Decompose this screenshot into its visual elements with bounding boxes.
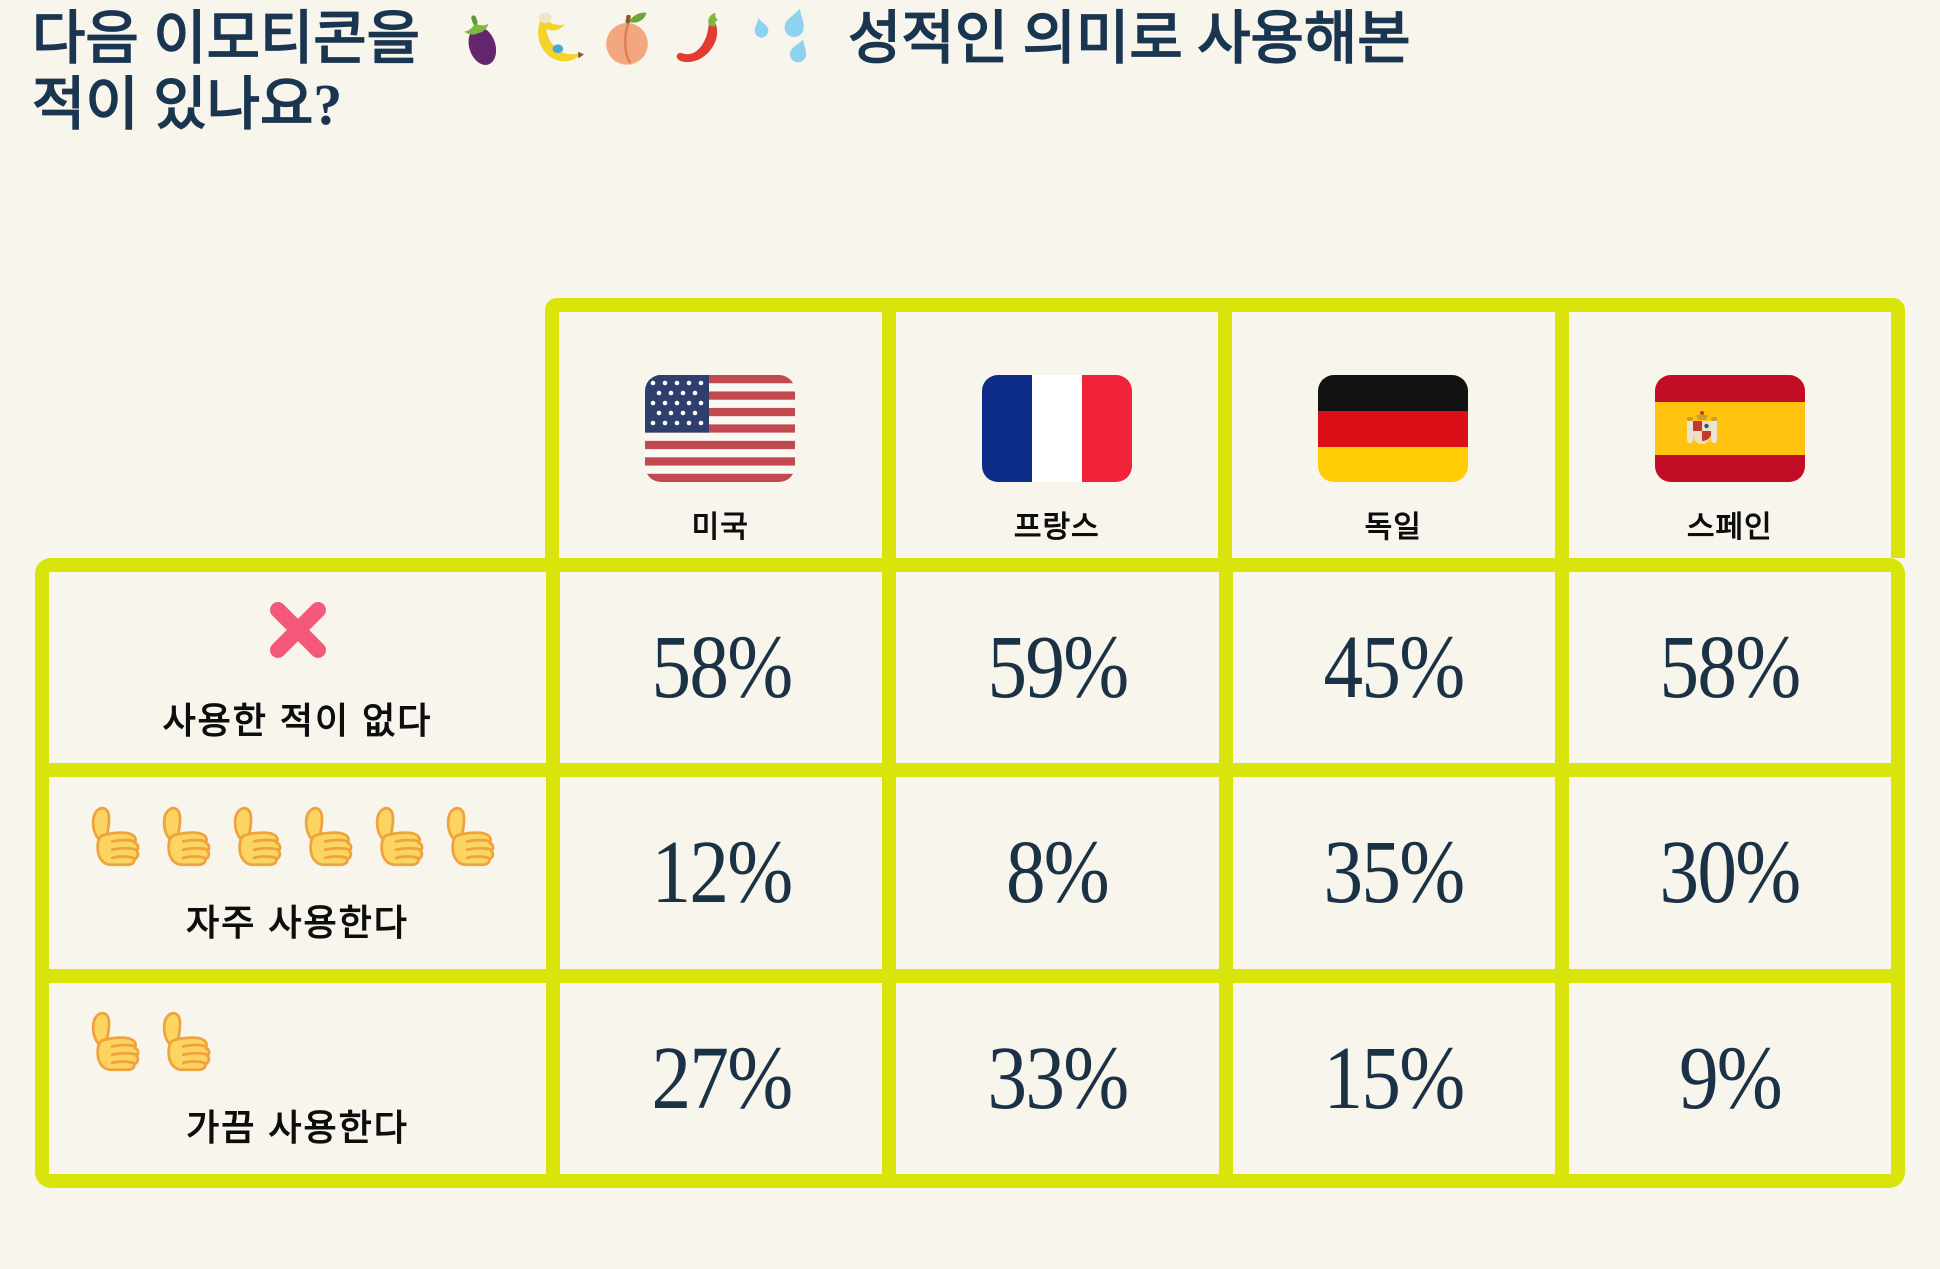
header-cell-spain: 스페인 [1568, 312, 1891, 558]
cell-often-france: 8% [896, 777, 1219, 969]
cell-sometimes-germany: 15% [1232, 982, 1555, 1174]
germany-flag-icon [1318, 375, 1468, 482]
title-text-before: 다음 이모티콘을 [32, 6, 421, 71]
cell-sometimes-usa: 27% [560, 982, 883, 1174]
value-text: 30% [1659, 823, 1802, 923]
x-mark-icon [260, 592, 336, 668]
value-text: 12% [651, 823, 793, 923]
table-header: 미국 프랑스 독일 스페인 [545, 298, 1905, 558]
row-label-text: 가끔 사용한다 [186, 1107, 409, 1149]
value-text: 45% [1323, 618, 1466, 718]
value-text: 8% [1006, 823, 1110, 923]
thumbs-up-icon [223, 800, 289, 870]
row-label-text: 사용한 적이 없다 [162, 699, 433, 741]
thumbs-up-icon [152, 1005, 218, 1075]
value-text: 15% [1323, 1028, 1466, 1128]
row-label-never-used: 사용한 적이 없다 [49, 572, 546, 764]
cell-never-spain: 58% [1568, 572, 1891, 764]
page-title: 다음 이모티콘을 성적인 의미로 사용해본 적이 있나요? [32, 6, 1411, 138]
thumbs-up-icon [294, 800, 360, 870]
cell-sometimes-spain: 9% [1568, 982, 1891, 1174]
country-label-france: 프랑스 [1013, 511, 1100, 544]
row-label-text: 자주 사용한다 [186, 901, 409, 943]
peach-icon [596, 8, 658, 70]
title-line-2: 적이 있나요? [32, 72, 343, 137]
cell-never-usa: 58% [560, 572, 883, 764]
title-text-after: 성적인 의미로 사용해본 [848, 6, 1411, 71]
table-body-grid: 사용한 적이 없다 58% 59% 45% 58% 자주 사용한다 12% 8%… [49, 572, 1891, 1174]
sweat-droplets-icon [744, 6, 820, 72]
header-cell-france: 프랑스 [895, 312, 1218, 558]
value-text: 59% [987, 618, 1129, 718]
title-line-1: 다음 이모티콘을 성적인 의미로 사용해본 [32, 6, 1411, 72]
country-label-spain: 스페인 [1686, 511, 1773, 544]
cell-often-usa: 12% [560, 777, 883, 969]
thumbs-up-icon [365, 800, 431, 870]
usa-flag-icon [645, 375, 795, 482]
row-label-use-sometimes: 가끔 사용한다 [49, 982, 546, 1174]
row-label-use-often: 자주 사용한다 [49, 777, 546, 969]
table-body: 사용한 적이 없다 58% 59% 45% 58% 자주 사용한다 12% 8%… [35, 558, 1905, 1188]
header-cell-usa: 미국 [559, 312, 882, 558]
thumbs-up-row-two [81, 1005, 218, 1075]
banana-icon [522, 8, 584, 70]
thumbs-up-icon [81, 800, 147, 870]
thumbs-up-icon [436, 800, 502, 870]
cell-often-germany: 35% [1232, 777, 1555, 969]
country-label-germany: 독일 [1364, 511, 1422, 544]
title-emoji-group [448, 6, 820, 72]
cell-sometimes-france: 33% [896, 982, 1219, 1174]
cell-often-spain: 30% [1568, 777, 1891, 969]
header-cell-germany: 독일 [1232, 312, 1555, 558]
value-text: 35% [1323, 823, 1466, 923]
country-label-usa: 미국 [691, 511, 749, 544]
value-text: 58% [1659, 618, 1802, 718]
chili-pepper-icon [670, 8, 732, 70]
table-header-grid: 미국 프랑스 독일 스페인 [559, 312, 1891, 558]
value-text: 27% [651, 1028, 793, 1128]
cell-never-france: 59% [896, 572, 1219, 764]
value-text: 9% [1678, 1028, 1783, 1128]
spain-flag-icon [1655, 375, 1805, 482]
thumbs-up-icon [81, 1005, 147, 1075]
thumbs-up-row-six [81, 800, 502, 870]
value-text: 58% [651, 618, 793, 718]
thumbs-up-icon [152, 800, 218, 870]
eggplant-icon [448, 8, 510, 70]
cell-never-germany: 45% [1232, 572, 1555, 764]
france-flag-icon [982, 375, 1132, 482]
value-text: 33% [987, 1028, 1129, 1128]
